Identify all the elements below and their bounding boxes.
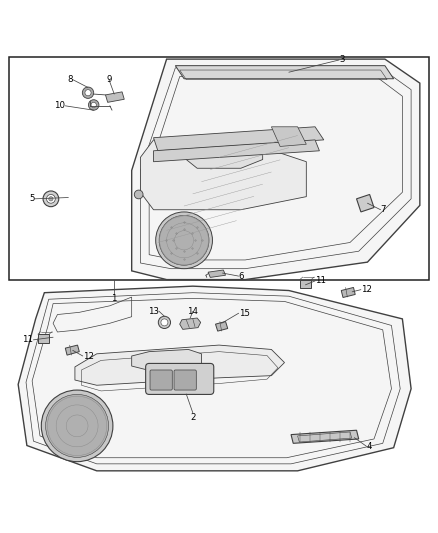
Polygon shape	[132, 59, 420, 280]
Circle shape	[91, 102, 96, 108]
Polygon shape	[291, 430, 359, 443]
Circle shape	[41, 390, 113, 462]
Text: 3: 3	[339, 55, 345, 64]
Circle shape	[88, 100, 99, 110]
FancyBboxPatch shape	[150, 370, 172, 390]
Polygon shape	[18, 286, 411, 471]
FancyBboxPatch shape	[174, 370, 196, 390]
Text: 4: 4	[367, 442, 372, 451]
Circle shape	[159, 215, 209, 265]
Circle shape	[155, 212, 212, 269]
Polygon shape	[132, 350, 201, 370]
Polygon shape	[153, 127, 324, 151]
Text: 1: 1	[111, 294, 117, 303]
Polygon shape	[65, 345, 79, 355]
Circle shape	[82, 87, 94, 99]
Polygon shape	[153, 140, 319, 161]
Text: 9: 9	[106, 75, 112, 84]
Text: 12: 12	[361, 285, 372, 294]
Text: 14: 14	[187, 307, 198, 316]
FancyBboxPatch shape	[38, 334, 49, 343]
Text: 13: 13	[148, 306, 159, 316]
Text: 5: 5	[29, 195, 35, 203]
Text: 11: 11	[315, 277, 326, 285]
Text: 8: 8	[67, 75, 73, 84]
Polygon shape	[180, 318, 201, 329]
Polygon shape	[175, 66, 394, 79]
Circle shape	[46, 195, 55, 203]
FancyBboxPatch shape	[146, 364, 214, 394]
Circle shape	[161, 319, 168, 326]
Polygon shape	[215, 321, 228, 331]
Circle shape	[43, 191, 59, 207]
Polygon shape	[341, 287, 355, 297]
Circle shape	[158, 316, 170, 328]
Polygon shape	[186, 138, 263, 168]
Text: 2: 2	[190, 413, 195, 422]
Text: 6: 6	[239, 272, 244, 280]
Polygon shape	[208, 270, 226, 277]
Text: 7: 7	[381, 205, 386, 214]
Circle shape	[134, 190, 143, 199]
Polygon shape	[272, 127, 306, 147]
Circle shape	[49, 197, 53, 201]
Bar	[10, 57, 428, 280]
Text: 12: 12	[83, 351, 94, 360]
Polygon shape	[357, 195, 374, 212]
Polygon shape	[106, 92, 124, 102]
FancyBboxPatch shape	[300, 280, 311, 288]
Polygon shape	[141, 140, 306, 210]
Text: 11: 11	[22, 335, 33, 344]
Circle shape	[46, 394, 109, 457]
Text: 15: 15	[239, 309, 250, 318]
Polygon shape	[75, 345, 285, 385]
Circle shape	[85, 90, 91, 96]
Text: 10: 10	[54, 101, 65, 110]
